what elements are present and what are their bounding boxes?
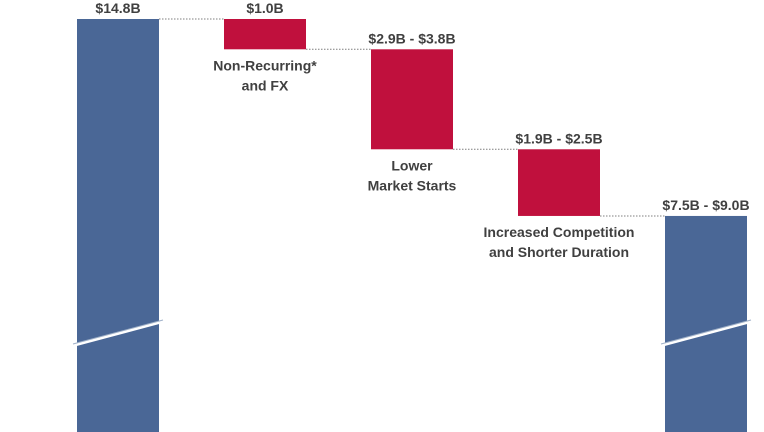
total-bar [665, 215, 747, 432]
value-label: $2.9B - $3.8B [368, 30, 455, 46]
category-label: and FX [242, 77, 289, 93]
value-label: $14.8B [95, 0, 140, 16]
value-label: $1.0B [246, 0, 283, 16]
value-label: $7.5B - $9.0B [662, 197, 749, 213]
total-bar [77, 19, 159, 432]
category-label: Non-Recurring* [213, 57, 317, 73]
decrease-bar [518, 149, 600, 216]
value-label: $1.9B - $2.5B [515, 130, 602, 146]
category-label: Market Starts [368, 177, 457, 193]
category-label: Lower [391, 157, 433, 173]
axis-break-mark [73, 320, 163, 347]
decrease-bar [224, 19, 306, 50]
axis-break-edge [72, 319, 164, 345]
decrease-bar [371, 49, 453, 150]
category-label: and Shorter Duration [489, 244, 629, 260]
axis-break-edge [660, 319, 752, 345]
category-label: Increased Competition [484, 224, 635, 240]
axis-break-mark [661, 320, 751, 347]
